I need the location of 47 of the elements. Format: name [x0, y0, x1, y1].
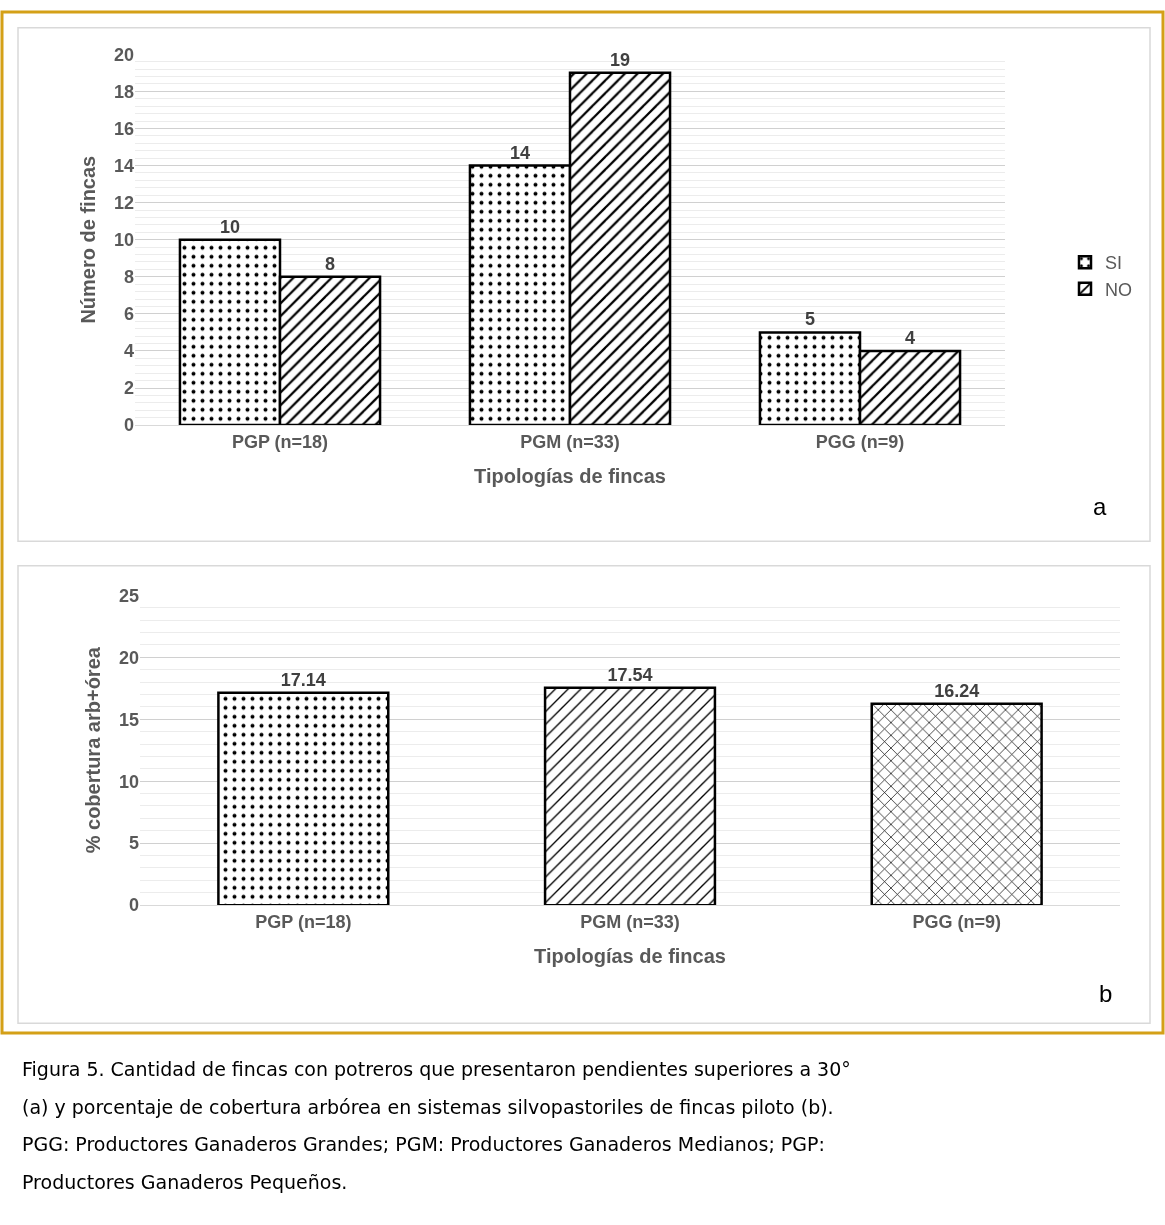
y-tick-label: 2 — [123, 378, 134, 399]
text: PGG: Productores Ganaderos Grandes; PGM: Productores Ganaderos Medianos; PGP: — [22, 1133, 825, 1155]
data-label: 19 — [610, 49, 631, 70]
x-tick-label: PGP (n=18) — [231, 431, 329, 452]
data-label: 17.54 — [607, 664, 653, 685]
y-tick-label: 20 — [118, 647, 139, 668]
y-tick-label: 15 — [118, 709, 139, 730]
data-label: 10 — [219, 216, 240, 237]
y-tick-label: 6 — [123, 304, 134, 325]
text: SI — [1105, 253, 1123, 274]
y-tick-label: 10 — [118, 771, 139, 792]
data-label: 4 — [905, 327, 916, 348]
text: NO — [1105, 279, 1132, 300]
data-label: 16.24 — [934, 680, 980, 701]
data-label: 14 — [509, 142, 530, 163]
text: Figura 5. Cantidad de fincas con potreros que presentaron pendientes superiores a 30° — [22, 1058, 851, 1080]
y-tick-label: 12 — [113, 192, 134, 213]
bar — [870, 702, 1043, 906]
x-tick-label: PGG (n=9) — [912, 911, 1001, 932]
text: (a) y porcentaje de cobertura arbórea en sistemas silvopastoriles de fincas piloto (b). — [22, 1096, 834, 1118]
x-tick-label: PGM (n=33) — [520, 431, 620, 452]
data-label: 5 — [804, 309, 815, 330]
y-tick-label: 20 — [113, 44, 134, 65]
y-tick-label: 0 — [128, 895, 139, 916]
y-tick-label: 4 — [123, 341, 134, 362]
text: a — [1093, 493, 1107, 520]
y-tick-label: 16 — [113, 118, 134, 139]
data-label: 8 — [325, 253, 336, 274]
x-tick-label: PGP (n=18) — [255, 911, 352, 932]
x-tick-label: PGM (n=33) — [580, 911, 680, 932]
x-tick-label: PGG (n=9) — [815, 431, 905, 452]
y-tick-label: 25 — [118, 585, 139, 606]
bar — [217, 691, 390, 906]
data-label: 17.14 — [280, 669, 326, 690]
y-axis-title: % cobertura arb+órea — [82, 646, 105, 854]
y-tick-label: 14 — [113, 155, 134, 176]
bar — [543, 686, 717, 906]
x-axis-title: Tipologías de fincas — [534, 945, 726, 968]
x-axis-title: Tipologías de fincas — [474, 465, 666, 488]
y-axis-title: Número de fincas — [77, 155, 100, 324]
y-tick-label: 18 — [113, 81, 134, 102]
y-tick-label: 8 — [123, 267, 134, 288]
y-tick-label: 5 — [128, 833, 139, 854]
text: b — [1099, 980, 1113, 1007]
text: Productores Ganaderos Pequeños. — [22, 1171, 348, 1193]
y-tick-label: 10 — [113, 229, 134, 250]
y-tick-label: 0 — [123, 415, 134, 436]
